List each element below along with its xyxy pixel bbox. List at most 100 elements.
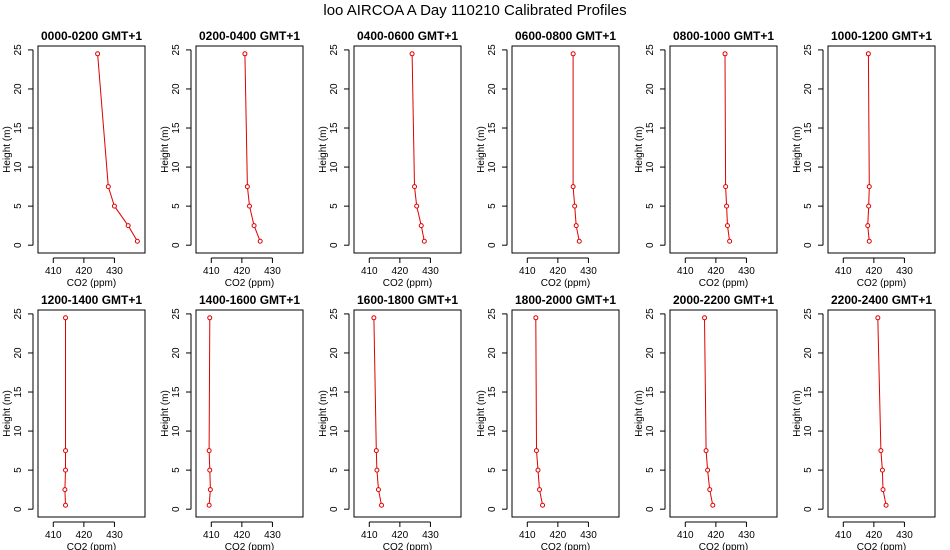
x-tick-label: 430 [106,530,123,541]
y-tick-label: 5 [171,467,182,473]
x-axis-label: CO2 (ppm) [541,542,590,550]
x-tick-label: 410 [519,266,536,277]
data-point [257,238,263,244]
x-tick-label: 430 [580,530,597,541]
y-tick-label: 25 [487,44,498,56]
x-tick-label: 410 [677,266,694,277]
y-tick-label: 15 [329,122,340,134]
data-point [414,203,420,209]
profile-line [64,317,66,506]
profile-line [535,317,544,506]
x-axis-label: CO2 (ppm) [383,278,432,289]
data-point [418,223,424,229]
y-axis-label: Height (m) [792,126,803,173]
data-point [570,51,576,57]
y-tick-label: 0 [803,506,814,512]
x-axis-label: CO2 (ppm) [699,542,748,550]
y-tick-label: 5 [13,203,24,209]
y-tick-label: 10 [487,161,498,173]
profile-line [97,53,138,242]
y-axis-label: Height (m) [792,390,803,437]
x-tick-label: 410 [361,266,378,277]
y-tick-label: 5 [487,203,498,209]
y-tick-label: 20 [171,83,182,95]
data-point [242,51,248,57]
y-tick-label: 0 [171,242,182,248]
profile-line [724,53,731,242]
y-tick-label: 15 [487,122,498,134]
panel-title: 1000-1200 GMT+1 [831,29,932,43]
profile-line [208,317,211,506]
data-point [880,487,886,493]
x-tick-label: 410 [45,530,62,541]
data-point [375,487,381,493]
x-axis-label: CO2 (ppm) [67,542,116,550]
y-tick-label: 20 [329,347,340,359]
data-point [206,502,212,508]
y-tick-label: 5 [13,467,24,473]
y-tick-label: 5 [171,203,182,209]
y-tick-label: 20 [487,347,498,359]
data-point [134,238,140,244]
data-point [727,238,733,244]
data-point [111,203,117,209]
x-tick-label: 420 [76,530,93,541]
data-point [207,315,213,321]
data-point [724,223,730,229]
data-point [379,502,385,508]
data-point [866,184,872,190]
profile-line [411,53,425,242]
x-tick-label: 420 [708,266,725,277]
y-tick-label: 25 [13,308,24,320]
data-point [409,51,415,57]
panel-title: 0200-0400 GMT+1 [199,29,300,43]
x-tick-label: 420 [550,266,567,277]
panel-title: 0800-1000 GMT+1 [673,29,774,43]
y-tick-label: 25 [803,44,814,56]
plot-frame [669,309,778,518]
data-point [866,203,872,209]
y-tick-label: 25 [171,44,182,56]
y-axis-label: Height (m) [476,390,487,437]
panel-title: 0400-0600 GMT+1 [357,29,458,43]
x-tick-label: 430 [264,530,281,541]
profile-line [373,317,382,506]
data-point [710,502,716,508]
data-point [63,467,69,473]
y-tick-label: 20 [803,347,814,359]
y-axis-label: Height (m) [634,390,645,437]
x-tick-label: 430 [264,266,281,277]
data-point [865,223,871,229]
x-tick-label: 430 [422,530,439,541]
profile-line [704,317,714,506]
data-point [125,223,131,229]
y-axis-label: Height (m) [634,126,645,173]
data-point [206,448,212,454]
y-tick-label: 15 [13,386,24,398]
y-tick-label: 20 [645,83,656,95]
y-tick-label: 10 [803,425,814,437]
y-tick-label: 20 [171,347,182,359]
x-tick-label: 430 [896,530,913,541]
y-tick-label: 15 [645,122,656,134]
y-tick-label: 20 [13,347,24,359]
data-point [570,184,576,190]
profile-line [572,53,580,242]
x-axis-label: CO2 (ppm) [225,542,274,550]
x-axis-label: CO2 (ppm) [541,278,590,289]
data-point [412,184,418,190]
data-point [62,487,68,493]
plot-frame [827,45,936,254]
x-tick-label: 410 [203,530,220,541]
y-tick-label: 15 [645,386,656,398]
y-tick-label: 20 [487,83,498,95]
data-point [535,467,541,473]
y-tick-label: 5 [329,203,340,209]
data-point [883,502,889,508]
y-tick-label: 25 [487,308,498,320]
data-point [105,184,111,190]
data-point [251,223,257,229]
x-tick-label: 410 [45,266,62,277]
y-tick-label: 0 [803,242,814,248]
y-tick-label: 25 [329,44,340,56]
